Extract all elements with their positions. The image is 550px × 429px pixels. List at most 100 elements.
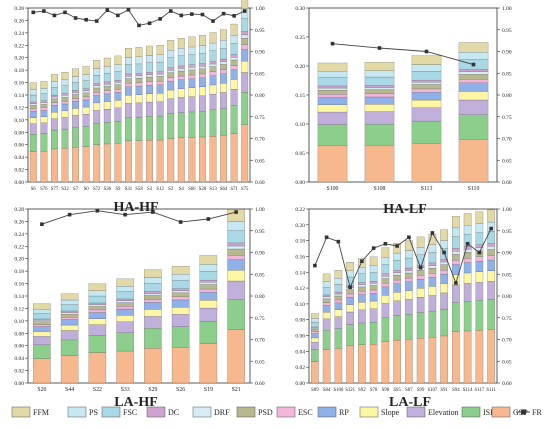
bar-segment-psd [322, 298, 331, 303]
chart-title-ha-hf: HA-HF [113, 200, 158, 215]
bar-segment-rp [167, 81, 175, 91]
bar-segment-dc [458, 69, 489, 72]
bar-segment-ps [440, 240, 448, 249]
bar-segment-elevation [199, 307, 218, 322]
bar-segment-ffm [88, 283, 107, 291]
bar-segment-elevation [156, 101, 164, 117]
bar-segment-drf [88, 304, 107, 307]
y2-tick-label: 0.60 [255, 381, 265, 387]
y-tick-label: 0.22 [14, 43, 24, 49]
bar-segment-elevation [346, 311, 354, 325]
x-tick-label: S26 [176, 387, 185, 393]
chart-title-la-lf: LA-LF [389, 395, 431, 410]
x-tick-label: S113 [421, 186, 433, 192]
bar-segment-psd [241, 38, 249, 45]
bar-segment-ps [311, 318, 319, 323]
y2-tick-label: 0.85 [255, 272, 265, 278]
bar-segment-psd [405, 272, 413, 279]
bar-segment-psd [416, 270, 425, 276]
bar-segment-psd [88, 306, 107, 311]
fr-marker [190, 12, 194, 16]
y2-tick-label: 0.80 [255, 93, 265, 99]
bar-segment-esc [428, 273, 437, 278]
bar-segment-ffm [40, 81, 48, 89]
bar-segment-gsp [156, 139, 164, 183]
bar-segment-rp [60, 319, 79, 326]
y2-tick-label: 0.75 [502, 316, 512, 322]
bar-segment-esc [88, 309, 107, 313]
bar-segment-elevation [103, 109, 111, 123]
fr-marker [168, 9, 173, 13]
y2-tick-label: 1.00 [502, 207, 512, 213]
x-tick-label: S9 [115, 187, 121, 192]
bar-segment-ffm [33, 303, 51, 310]
bar-segment-gsp [369, 344, 378, 384]
bar-S95 [393, 243, 401, 384]
x-tick-label: S94 [452, 388, 460, 393]
bar-segment-fsc [146, 62, 153, 73]
bar-segment-slope [322, 312, 331, 320]
bar-segment-rp [227, 259, 245, 271]
bar-segment-gsp [230, 133, 238, 183]
bar-segment-slope [167, 89, 175, 99]
bar-segment-slope [171, 306, 190, 315]
bar-segment-esc [209, 71, 217, 76]
bar-segment-gsp [452, 331, 460, 384]
bar-segment-slope [364, 104, 395, 112]
bar-segment-isp [463, 301, 472, 332]
bar-S28 [199, 35, 206, 183]
bar-segment-fsc [381, 264, 390, 274]
x-tick-label: S110 [468, 186, 480, 192]
bar-segment-rp [199, 77, 206, 87]
fr-marker [377, 46, 382, 50]
bar-segment-esc [381, 283, 390, 288]
bar-segment-isp [144, 328, 162, 349]
bar-segment-esc [317, 94, 348, 98]
bar-segment-gsp [146, 140, 153, 183]
bar-segment-slope [227, 270, 245, 282]
fr-marker [137, 23, 141, 28]
legend-label: Slope [381, 408, 400, 417]
bar-segment-elevation [405, 299, 413, 315]
y-tick-label: 0.20 [295, 64, 305, 70]
legend-label: DRF [214, 408, 230, 417]
bar-segment-fsc [116, 291, 134, 300]
bar-segment-drf [364, 87, 395, 90]
y-tick-label: 0.12 [14, 306, 24, 312]
bar-segment-elevation [487, 281, 495, 300]
bar-segment-ffm [167, 40, 175, 51]
bar-S20 [33, 303, 51, 384]
bar-segment-elevation [452, 284, 460, 303]
bar-segment-gsp [209, 135, 217, 183]
bar-segment-ffm [114, 55, 122, 65]
bar-segment-ps [146, 55, 153, 63]
bar-segment-isp [199, 111, 206, 138]
bar-segment-psd [230, 59, 238, 66]
bar-segment-rp [146, 85, 153, 94]
bar-segment-drf [209, 63, 217, 67]
bar-segment-fsc [60, 304, 79, 312]
bar-segment-rp [40, 110, 48, 117]
bar-segment-drf [230, 57, 238, 61]
bar-segment-isp [88, 335, 107, 353]
fr-marker [84, 17, 88, 22]
bar-segment-drf [135, 75, 143, 79]
bar-segment-esc [114, 88, 122, 93]
bar-segment-esc [416, 275, 425, 280]
bar-segment-psd [29, 105, 37, 110]
bar-segment-slope [440, 283, 448, 294]
bar-segment-psd [103, 86, 111, 91]
bar-S94 [452, 216, 460, 384]
fr-marker [151, 210, 155, 214]
bar-segment-ffm [82, 66, 90, 75]
bar-segment-psd [393, 274, 401, 281]
bar-segment-rp [144, 302, 162, 310]
bar-segment-slope [103, 101, 111, 110]
fr-line [41, 210, 237, 225]
y-tick-label: 0.06 [14, 344, 24, 350]
bar-segment-drf [458, 71, 489, 75]
bar-segment-gsp [334, 348, 343, 384]
bar-S107 [428, 234, 437, 384]
fr-marker [42, 9, 46, 13]
bar-segment-dc [428, 262, 437, 266]
